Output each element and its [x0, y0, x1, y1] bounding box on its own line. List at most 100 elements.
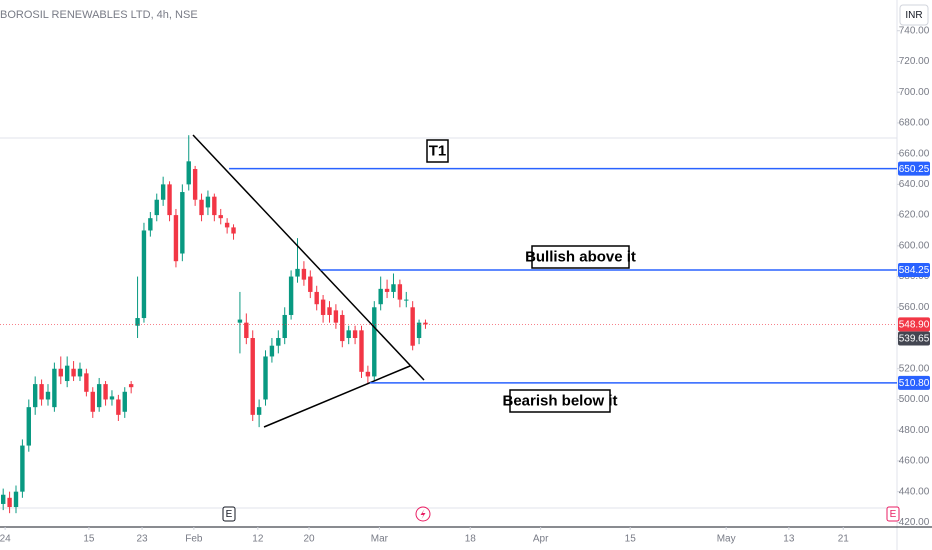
level-label-bg: [898, 375, 930, 390]
candle-body: [308, 276, 313, 292]
candle-body: [365, 371, 371, 377]
candle-body: [128, 384, 134, 388]
candle-body: [167, 184, 172, 216]
y-tick-label: 420.00: [899, 517, 930, 528]
candle-body: [352, 330, 358, 339]
event-label: E: [226, 509, 233, 520]
candle-body: [288, 276, 294, 315]
candle-body: [77, 368, 83, 377]
candle-body: [333, 310, 339, 323]
candle-body: [218, 215, 223, 219]
x-tick-label: Mar: [371, 534, 389, 545]
x-tick-label: 18: [465, 534, 477, 545]
x-tick-label: 24: [0, 534, 11, 545]
level-label-bg: [898, 161, 930, 176]
candle-body: [320, 299, 326, 315]
event-marker[interactable]: [222, 506, 236, 522]
candle-body: [295, 268, 300, 277]
y-tick-label: 560.00: [899, 302, 930, 313]
candle-body: [340, 314, 345, 342]
event-label: E: [890, 509, 897, 520]
currency-box[interactable]: [899, 4, 929, 26]
y-tick-label: 460.00: [899, 456, 930, 467]
candle-body: [416, 322, 422, 339]
candle-body: [244, 322, 249, 339]
level-label-bg: [898, 263, 930, 278]
candle-body: [359, 330, 364, 372]
x-tick-label: 15: [625, 534, 637, 545]
annotation: Bearish below it: [502, 392, 617, 409]
candle-body: [314, 291, 319, 305]
x-tick-label: 12: [252, 534, 264, 545]
plot: [0, 135, 428, 514]
x-tick-label: 13: [783, 534, 795, 545]
candle-body: [154, 199, 159, 216]
x-tick-label: Feb: [185, 534, 203, 545]
price-label-bg: [898, 317, 930, 332]
x-tick-label: May: [717, 534, 736, 545]
candle-body: [372, 307, 377, 377]
candle-body: [64, 365, 70, 382]
event-marker[interactable]: [886, 506, 900, 522]
x-tick-label: 21: [838, 534, 850, 545]
candle-body: [20, 445, 25, 492]
annotation: T1: [429, 142, 447, 159]
level-label: 584.25: [899, 265, 930, 276]
candle-body: [410, 307, 415, 346]
price-label-bg: [898, 331, 930, 346]
x-tick-label: 20: [303, 534, 315, 545]
currency: INR: [905, 10, 922, 21]
symbol-title: BOROSIL RENEWABLES LTD, 4h, NSE: [0, 9, 198, 21]
price-label: 548.90: [899, 319, 930, 330]
y-tick-label: 740.00: [899, 25, 930, 36]
candle-body: [282, 314, 287, 339]
candle-body: [346, 330, 351, 339]
candle-body: [135, 318, 140, 326]
level-label: 510.80: [899, 378, 930, 389]
candle-body: [13, 491, 19, 508]
y-tick-label: 600.00: [899, 240, 930, 251]
candle-body: [122, 391, 127, 412]
y-tick-label: 700.00: [899, 87, 930, 98]
candle-body: [269, 345, 275, 357]
candle-body: [250, 338, 255, 415]
candle-body: [423, 322, 428, 325]
x-tick-label: 23: [136, 534, 148, 545]
candle-body: [199, 199, 204, 216]
annotation-box: [509, 389, 611, 413]
candle-body: [116, 399, 121, 415]
price-label: 539.65: [899, 334, 930, 345]
y-tick-label: 500.00: [899, 394, 930, 405]
y-tick-label: 520.00: [899, 363, 930, 374]
candle-body: [84, 373, 89, 392]
candle-body: [212, 196, 217, 216]
candle-body: [391, 284, 396, 292]
candle-body: [96, 384, 102, 408]
candle-body: [384, 288, 390, 292]
candle-body: [0, 494, 6, 504]
candle-body: [327, 307, 332, 315]
candle-body: [397, 284, 403, 300]
candle-body: [32, 384, 38, 408]
annotation-box: [426, 139, 449, 163]
lightning-icon: [420, 509, 426, 519]
x-tick-label: 15: [83, 534, 95, 545]
candle-body: [378, 288, 383, 305]
candle-body: [103, 384, 108, 400]
y-tick-label: 480.00: [899, 425, 930, 436]
candle-body: [301, 268, 307, 280]
y-tick-label: 660.00: [899, 148, 930, 159]
candle-body: [58, 368, 63, 377]
candle-body: [173, 215, 179, 262]
annotation: Bullish above it: [525, 248, 636, 265]
candle-body: [160, 184, 166, 200]
candle-body: [276, 338, 281, 346]
candle-body: [7, 497, 12, 508]
candle-body: [192, 169, 198, 200]
candle-body: [231, 227, 236, 234]
x-tick-label: Apr: [533, 534, 549, 545]
trendline: [263, 365, 411, 428]
candle-body: [404, 299, 409, 301]
candle-body: [52, 368, 57, 408]
